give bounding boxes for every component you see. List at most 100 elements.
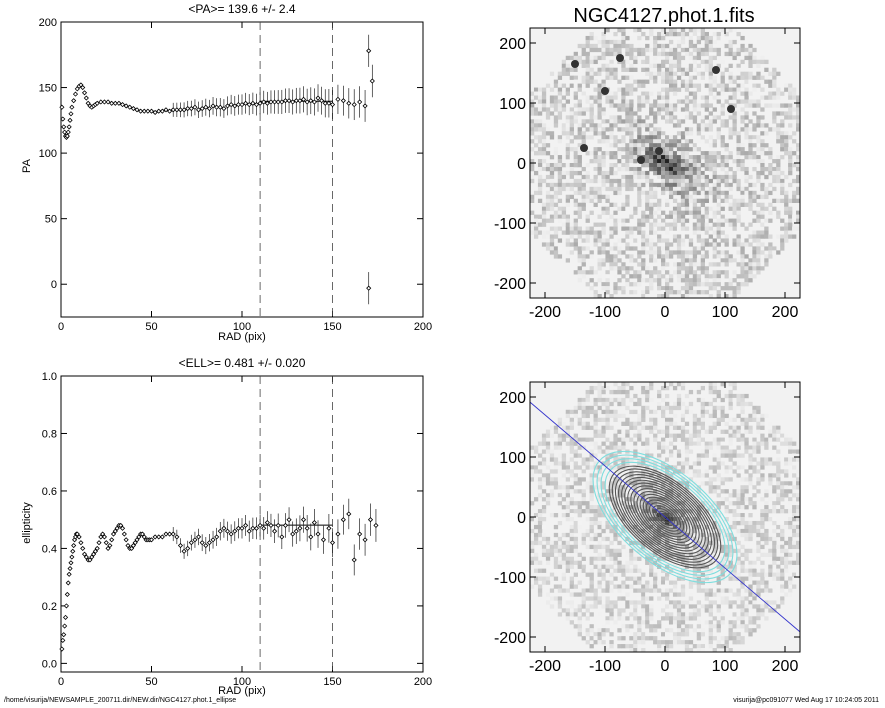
data-point: [127, 104, 133, 110]
y-tick-label: 50: [45, 214, 57, 226]
footer-stamp: visurija@pc091077 Wed Aug 17 10:24:05 20…: [733, 697, 879, 704]
data-point: [87, 557, 93, 563]
data-point: [362, 103, 368, 109]
ell-xlabel: RAD (pix): [218, 685, 266, 697]
y-tick-label: 0.8: [42, 428, 57, 440]
data-point: [112, 528, 118, 534]
data-point: [264, 519, 270, 526]
data-point: [188, 540, 194, 546]
data-point: [308, 534, 314, 540]
data-point: [74, 531, 80, 537]
x-tick-label: 0: [661, 304, 670, 321]
data-point: [170, 531, 176, 537]
data-point: [224, 528, 231, 534]
data-point: [308, 98, 314, 104]
data-point: [94, 100, 100, 106]
image-pixels: [530, 28, 800, 298]
data-point: [217, 528, 223, 534]
data-point: [268, 522, 274, 529]
data-point: [199, 540, 205, 546]
data-point: [68, 111, 74, 117]
data-point: [297, 98, 303, 104]
data-point: [71, 542, 77, 549]
x-tick-label: -200: [529, 304, 561, 321]
x-tick-label: 200: [772, 304, 799, 321]
data-point: [340, 98, 346, 104]
data-point: [239, 525, 245, 531]
data-point: [65, 580, 71, 586]
y-tick-label: 0: [517, 156, 526, 173]
data-point: [357, 99, 363, 105]
data-point: [203, 542, 209, 549]
data-point: [243, 522, 249, 529]
data-point: [206, 540, 212, 546]
data-point: [167, 108, 173, 114]
data-point: [351, 557, 357, 563]
data-point: [311, 519, 317, 526]
data-point: [286, 517, 292, 523]
data-point: [139, 531, 146, 537]
data-point: [224, 103, 231, 109]
x-tick-label: 0: [58, 676, 64, 688]
data-point: [61, 124, 67, 130]
data-point: [206, 105, 212, 112]
data-point: [163, 107, 169, 113]
y-tick-label: 100: [39, 148, 57, 160]
data-point: [199, 105, 205, 112]
data-point: [134, 107, 140, 113]
y-tick-label: 0: [517, 510, 526, 527]
data-point: [65, 129, 71, 135]
data-point: [326, 525, 332, 531]
pa-ylabel: PA: [21, 158, 33, 173]
data-point: [103, 540, 109, 546]
data-point: [217, 104, 223, 110]
data-point: [192, 104, 198, 110]
star-source: [637, 156, 645, 164]
data-point: [67, 565, 73, 572]
data-point: [66, 124, 72, 130]
data-point: [105, 99, 111, 105]
data-point: [214, 534, 220, 540]
x-tick-label: -100: [589, 658, 621, 675]
data-point: [329, 540, 336, 546]
data-point: [152, 109, 158, 116]
data-point: [326, 100, 332, 106]
data-point: [203, 104, 209, 110]
data-point: [96, 540, 102, 546]
y-tick-label: -100: [494, 216, 526, 233]
major-axis-line: [530, 401, 800, 633]
data-point: [177, 542, 184, 549]
data-point: [239, 102, 245, 108]
star-source: [580, 144, 588, 152]
x-tick-label: 200: [414, 676, 432, 688]
data-point: [141, 534, 147, 540]
y-tick-label: -200: [494, 630, 526, 647]
data-point: [264, 100, 270, 106]
contour-image-panel: -200 -100 0 100 200 -200 -100 0 100 200: [494, 381, 801, 675]
data-point: [125, 542, 131, 549]
data-point: [243, 100, 249, 106]
footer-path: /home/visurija/NEWSAMPLE_200711.dir/NEW.…: [4, 697, 237, 704]
data-point: [282, 522, 289, 529]
data-point: [367, 517, 374, 523]
data-point: [366, 48, 372, 54]
data-point: [279, 99, 285, 105]
y-tick-label: 0.0: [42, 658, 57, 670]
data-point: [69, 554, 75, 560]
data-point: [210, 537, 216, 543]
data-point: [63, 603, 69, 609]
data-point: [188, 105, 194, 112]
data-point: [91, 551, 97, 557]
data-point: [315, 95, 321, 101]
data-point: [148, 108, 155, 114]
data-point: [195, 534, 202, 540]
data-point: [315, 531, 321, 537]
data-point: [119, 102, 126, 108]
data-point: [304, 99, 310, 105]
data-point: [114, 525, 120, 531]
data-point: [100, 531, 106, 537]
x-tick-label: 150: [323, 321, 341, 333]
data-point: [261, 525, 267, 531]
x-tick-label: 50: [145, 321, 157, 333]
data-point: [136, 534, 142, 540]
